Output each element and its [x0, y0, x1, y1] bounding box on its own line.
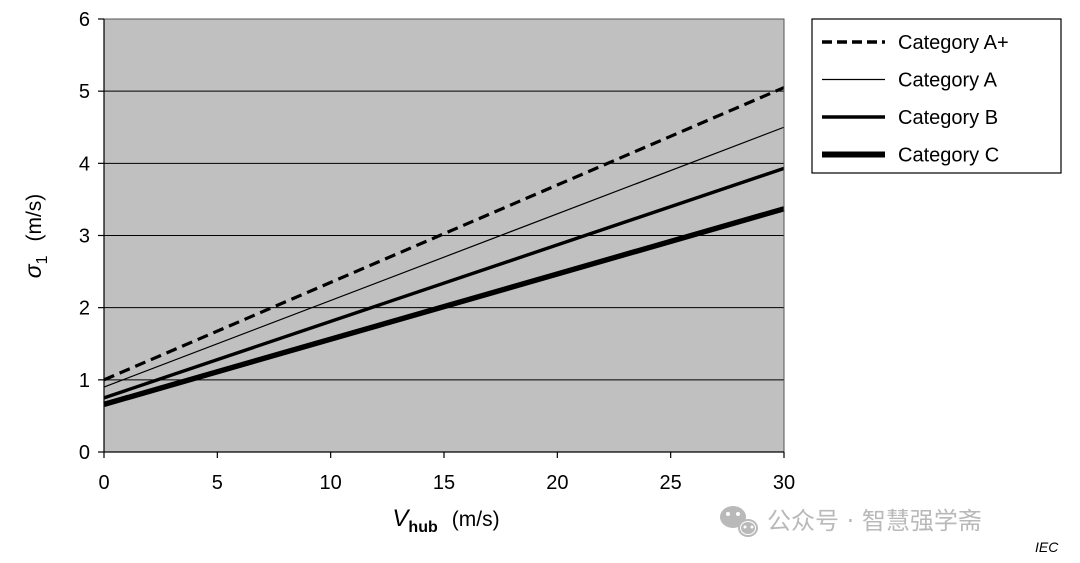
source-label: IEC [1035, 539, 1059, 555]
x-tick-label: 5 [212, 472, 223, 494]
wechat-icon [720, 506, 758, 537]
x-axis-title: Vhub (m/s) [392, 505, 499, 536]
x-axis-title-main: V [392, 505, 410, 532]
series-line [103, 206, 785, 407]
x-tick-label: 15 [433, 472, 455, 494]
series-line [103, 126, 785, 388]
x-tick-label: 30 [773, 472, 795, 494]
y-tick-label: 3 [79, 226, 90, 248]
legend-label: Category A [898, 70, 998, 92]
y-axis-title: σ1 (m/s) [20, 194, 51, 279]
x-tick-label: 20 [546, 472, 568, 494]
y-axis-title-sub: 1 [34, 255, 51, 264]
y-tick-label: 4 [79, 153, 90, 175]
y-axis-title-unit: (m/s) [23, 194, 46, 242]
watermark: 公众号 · 智慧强学斋 [720, 506, 982, 537]
legend-box [811, 18, 1062, 174]
legend-label: Category C [898, 145, 999, 167]
x-tick-label: 25 [660, 472, 682, 494]
y-tick-label: 6 [79, 9, 90, 31]
y-ticks: 0 1 2 3 4 5 6 [79, 9, 104, 464]
x-axis-title-sub: hub [408, 519, 438, 536]
legend-label: Category A+ [898, 32, 1009, 54]
x-tick-label: 10 [320, 472, 342, 494]
series-line [103, 86, 785, 382]
x-tick-label: 0 [98, 472, 109, 494]
y-tick-label: 2 [79, 298, 90, 320]
x-ticks: 0 5 10 15 20 25 30 [98, 452, 795, 494]
y-tick-label: 1 [79, 370, 90, 392]
legend-label: Category B [898, 107, 998, 129]
series-line [103, 166, 785, 400]
y-axis-title-main: σ [20, 263, 46, 278]
y-tick-label: 5 [79, 81, 90, 103]
series-lines [103, 86, 785, 407]
y-tick-label: 0 [79, 442, 90, 464]
legend: Category A+ Category A Category B Category … [811, 18, 1062, 174]
x-axis-title-unit: (m/s) [452, 508, 500, 531]
watermark-text: 公众号 · 智慧强学斋 [767, 507, 982, 535]
